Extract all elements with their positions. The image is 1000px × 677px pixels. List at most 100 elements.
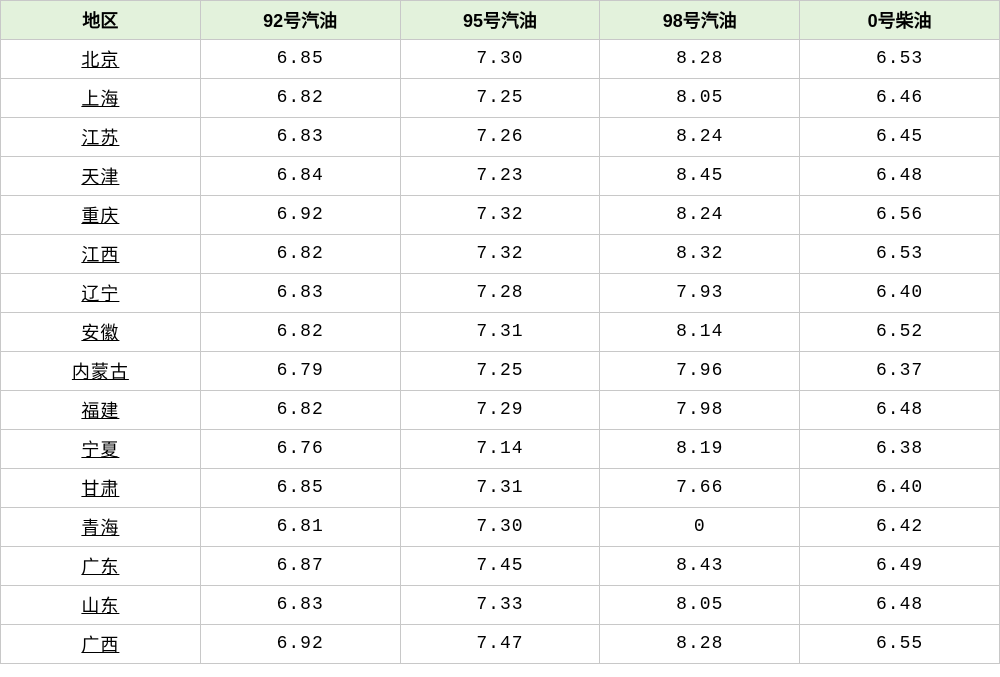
col-header-diesel0: 0号柴油	[800, 1, 1000, 40]
cell-d0: 6.45	[800, 118, 1000, 157]
cell-g92: 6.83	[200, 586, 400, 625]
cell-d0: 6.56	[800, 196, 1000, 235]
cell-region: 天津	[1, 157, 201, 196]
region-link[interactable]: 山东	[81, 596, 119, 616]
table-row: 广东 6.877.458.436.49	[1, 547, 1000, 586]
cell-g98: 8.19	[600, 430, 800, 469]
region-link[interactable]: 江西	[81, 245, 119, 265]
cell-d0: 6.48	[800, 391, 1000, 430]
cell-g98: 8.05	[600, 586, 800, 625]
region-link[interactable]: 内蒙古	[72, 362, 129, 382]
region-link[interactable]: 宁夏	[81, 440, 119, 460]
cell-region: 上海	[1, 79, 201, 118]
region-link[interactable]: 青海	[81, 518, 119, 538]
cell-d0: 6.53	[800, 40, 1000, 79]
table-row: 广西6.927.478.286.55	[1, 625, 1000, 664]
table-row: 甘肃6.857.317.666.40	[1, 469, 1000, 508]
region-link[interactable]: 甘肃	[81, 479, 119, 499]
cell-d0: 6.46	[800, 79, 1000, 118]
fuel-price-table: 地区 92号汽油 95号汽油 98号汽油 0号柴油 北京6.857.308.28…	[0, 0, 1000, 664]
cell-g95: 7.14	[400, 430, 600, 469]
cell-g92: 6.76	[200, 430, 400, 469]
cell-g95: 7.32	[400, 235, 600, 274]
cell-g95: 7.29	[400, 391, 600, 430]
cell-d0: 6.52	[800, 313, 1000, 352]
table-row: 天津6.847.238.456.48	[1, 157, 1000, 196]
table-row: 福建 6.827.297.986.48	[1, 391, 1000, 430]
cell-g95: 7.33	[400, 586, 600, 625]
cell-region: 宁夏	[1, 430, 201, 469]
cell-g95: 7.31	[400, 313, 600, 352]
cell-g92: 6.79	[200, 352, 400, 391]
cell-g92: 6.84	[200, 157, 400, 196]
cell-g92: 6.83	[200, 118, 400, 157]
table-header-row: 地区 92号汽油 95号汽油 98号汽油 0号柴油	[1, 1, 1000, 40]
cell-g98: 8.14	[600, 313, 800, 352]
table-row: 上海6.827.258.056.46	[1, 79, 1000, 118]
table-row: 青海6.817.3006.42	[1, 508, 1000, 547]
table-row: 北京6.857.308.286.53	[1, 40, 1000, 79]
region-link[interactable]: 江苏	[81, 128, 119, 148]
region-link[interactable]: 安徽	[81, 323, 119, 343]
region-link[interactable]: 广西	[81, 635, 119, 655]
cell-g98: 7.96	[600, 352, 800, 391]
cell-g98: 8.43	[600, 547, 800, 586]
cell-g92: 6.92	[200, 625, 400, 664]
cell-region: 甘肃	[1, 469, 201, 508]
col-header-92: 92号汽油	[200, 1, 400, 40]
cell-g92: 6.92	[200, 196, 400, 235]
cell-g92: 6.82	[200, 235, 400, 274]
cell-g95: 7.32	[400, 196, 600, 235]
table-body: 北京6.857.308.286.53上海6.827.258.056.46江苏6.…	[1, 40, 1000, 664]
cell-g92: 6.81	[200, 508, 400, 547]
cell-region: 江苏	[1, 118, 201, 157]
table-row: 江苏6.837.268.246.45	[1, 118, 1000, 157]
cell-g92: 6.82	[200, 391, 400, 430]
cell-g95: 7.30	[400, 40, 600, 79]
cell-g95: 7.45	[400, 547, 600, 586]
cell-g98: 8.05	[600, 79, 800, 118]
cell-g95: 7.25	[400, 79, 600, 118]
cell-d0: 6.42	[800, 508, 1000, 547]
cell-region: 广西	[1, 625, 201, 664]
table-row: 江西6.827.328.326.53	[1, 235, 1000, 274]
cell-d0: 6.53	[800, 235, 1000, 274]
cell-d0: 6.48	[800, 586, 1000, 625]
cell-d0: 6.55	[800, 625, 1000, 664]
cell-region: 重庆	[1, 196, 201, 235]
region-link[interactable]: 重庆	[81, 206, 119, 226]
cell-g95: 7.31	[400, 469, 600, 508]
cell-region: 山东	[1, 586, 201, 625]
cell-region: 北京	[1, 40, 201, 79]
region-link[interactable]: 广东	[81, 557, 119, 577]
cell-g98: 8.45	[600, 157, 800, 196]
cell-d0: 6.49	[800, 547, 1000, 586]
table-row: 重庆6.927.328.246.56	[1, 196, 1000, 235]
cell-g95: 7.26	[400, 118, 600, 157]
region-link[interactable]: 辽宁	[81, 284, 119, 304]
cell-g95: 7.30	[400, 508, 600, 547]
cell-g92: 6.87	[200, 547, 400, 586]
col-header-95: 95号汽油	[400, 1, 600, 40]
cell-g98: 8.28	[600, 40, 800, 79]
cell-g98: 7.66	[600, 469, 800, 508]
cell-d0: 6.37	[800, 352, 1000, 391]
table-row: 宁夏 6.767.148.196.38	[1, 430, 1000, 469]
cell-d0: 6.38	[800, 430, 1000, 469]
table-row: 内蒙古 6.797.257.966.37	[1, 352, 1000, 391]
table-row: 辽宁6.837.287.936.40	[1, 274, 1000, 313]
table-row: 山东 6.837.338.056.48	[1, 586, 1000, 625]
cell-g95: 7.25	[400, 352, 600, 391]
region-link[interactable]: 北京	[81, 50, 119, 70]
cell-d0: 6.48	[800, 157, 1000, 196]
col-header-region: 地区	[1, 1, 201, 40]
cell-region: 内蒙古	[1, 352, 201, 391]
region-link[interactable]: 天津	[81, 167, 119, 187]
region-link[interactable]: 福建	[81, 401, 119, 421]
cell-region: 青海	[1, 508, 201, 547]
region-link[interactable]: 上海	[81, 89, 119, 109]
cell-region: 江西	[1, 235, 201, 274]
cell-region: 广东	[1, 547, 201, 586]
cell-g98: 7.98	[600, 391, 800, 430]
cell-region: 辽宁	[1, 274, 201, 313]
